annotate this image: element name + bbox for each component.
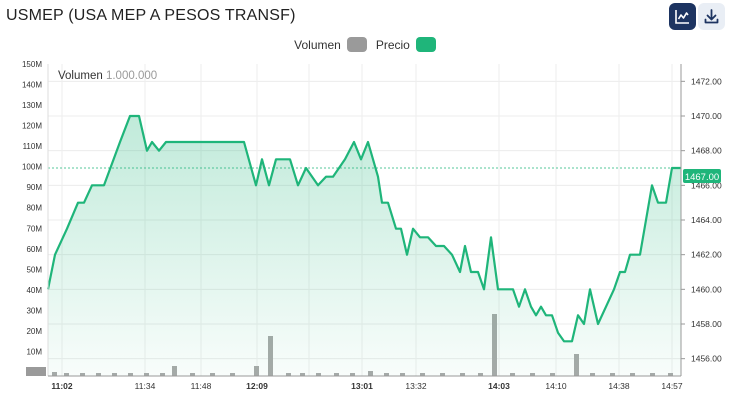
legend-item-volumen[interactable]: Volumen xyxy=(294,37,367,52)
volume-note-value: 1.000.000 xyxy=(106,70,157,82)
left-tick-label: 130M xyxy=(22,101,42,110)
x-tick-label: 12:09 xyxy=(246,381,268,391)
x-tick-label: 11:34 xyxy=(135,381,156,391)
right-tick-label: 1460.00 xyxy=(691,284,722,294)
left-tick-label: 110M xyxy=(23,142,43,151)
area-chart-icon xyxy=(675,10,689,24)
legend-label-precio: Precio xyxy=(375,37,410,52)
left-tick-label: 150M xyxy=(22,60,42,69)
left-tick-label: 50M xyxy=(26,265,42,274)
left-tick-label: 40M xyxy=(26,286,42,295)
price-line xyxy=(46,114,681,343)
x-tick-label: 11:48 xyxy=(191,381,212,391)
right-tick-label: 1462.00 xyxy=(691,250,722,260)
left-tick-label: 140M xyxy=(22,81,42,90)
left-tick-label: 20M xyxy=(26,327,42,336)
right-tick-label: 1472.00 xyxy=(691,76,722,86)
current-price-badge: 1467.00 xyxy=(683,169,721,183)
x-tick-label: 13:01 xyxy=(351,381,373,391)
download-icon xyxy=(704,9,719,24)
price-area xyxy=(48,116,681,376)
left-tick-label: 10M xyxy=(26,347,42,356)
volume-note-label: Volumen xyxy=(58,70,103,82)
right-axis: 1456.00 1458.00 1460.00 1462.00 1464.00 1466.… xyxy=(680,64,722,376)
right-tick-label: 1464.00 xyxy=(691,215,722,225)
legend-swatch-precio xyxy=(415,37,436,52)
right-tick-label: 1468.00 xyxy=(691,146,722,156)
x-tick-label: 11:02 xyxy=(51,381,73,391)
right-tick-label: 1458.00 xyxy=(691,319,722,329)
left-tick-label: 30M xyxy=(26,306,42,315)
left-tick-label: 100M xyxy=(22,163,42,172)
x-tick-label: 14:57 xyxy=(661,381,683,391)
volume-scale-marker xyxy=(26,367,46,376)
x-tick-label: 13:32 xyxy=(405,381,427,391)
legend-label-volumen: Volumen xyxy=(294,37,341,52)
right-tick-label: 1466.00 xyxy=(691,180,722,190)
left-axis: 150M 140M 130M 120M 110M 100M 90M 80M 70M 60M 50M 4… xyxy=(22,60,49,377)
left-tick-label: 80M xyxy=(26,204,42,213)
left-tick-label: 120M xyxy=(22,122,42,131)
legend-item-precio[interactable]: Precio xyxy=(376,37,436,52)
page-title: USMEP (USA MEP A PESOS TRANSF) xyxy=(6,7,296,24)
chart-type-button[interactable] xyxy=(669,3,696,30)
volume-note: Volumen 1.000.000 xyxy=(58,70,157,82)
left-tick-label: 70M xyxy=(26,224,42,233)
x-tick-label: 14:03 xyxy=(488,381,510,391)
chart-legend: Volumen Precio xyxy=(0,37,730,52)
left-tick-label: 60M xyxy=(26,245,42,254)
download-button[interactable] xyxy=(698,3,725,30)
x-tick-label: 14:10 xyxy=(545,381,567,391)
left-tick-label: 90M xyxy=(26,183,42,192)
legend-swatch-volumen xyxy=(346,37,367,52)
right-tick-label: 1456.00 xyxy=(691,354,722,364)
current-price-value: 1467.00 xyxy=(685,172,719,183)
x-axis: 11:02 11:34 11:48 12:09 13:01 13:32 14:03 14:10… xyxy=(48,375,683,391)
right-tick-label: 1470.00 xyxy=(691,111,722,121)
x-tick-label: 14:38 xyxy=(608,381,630,391)
